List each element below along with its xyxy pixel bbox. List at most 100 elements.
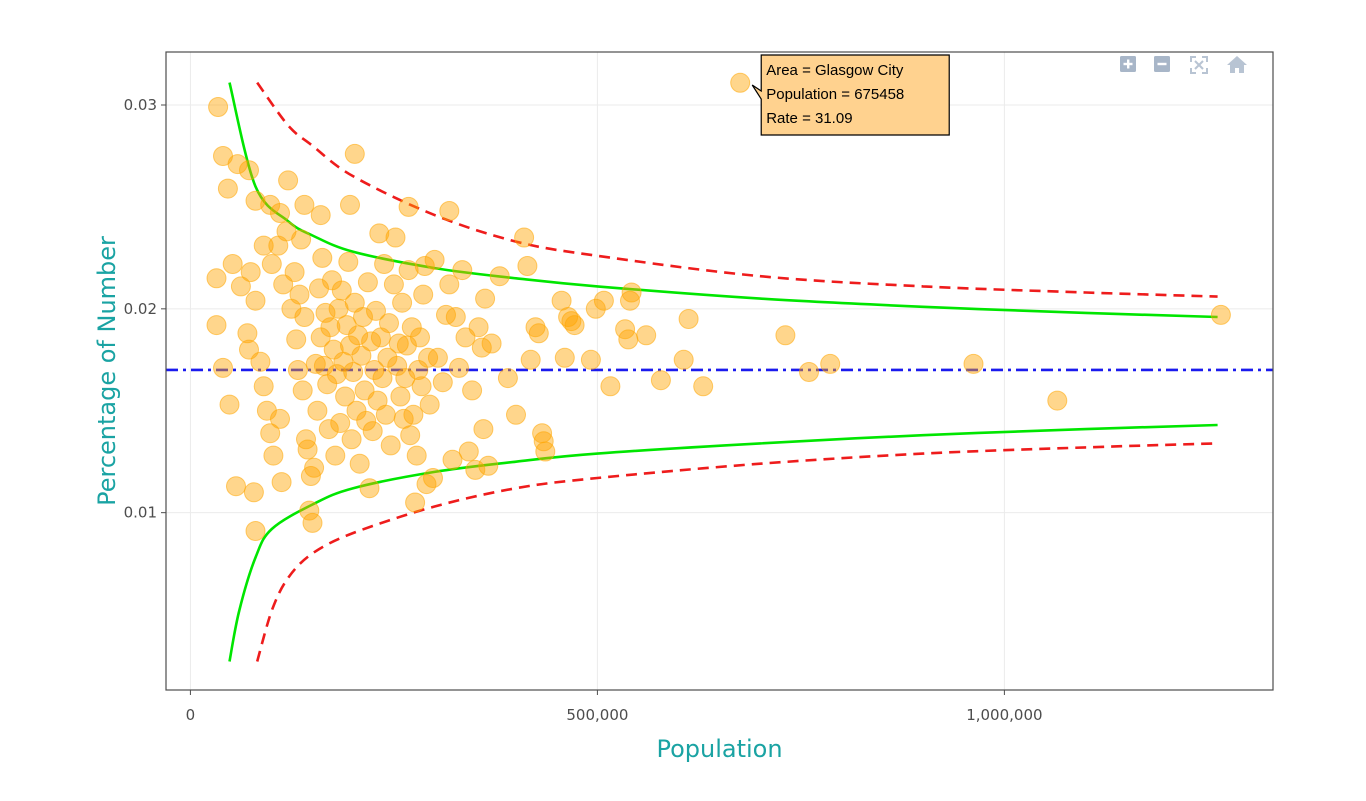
data-point-15[interactable] [310,205,331,226]
data-point-116[interactable] [408,360,429,380]
data-point-158[interactable] [561,311,582,332]
data-point-172[interactable] [693,376,714,397]
data-point-72[interactable] [335,386,356,407]
data-point-150[interactable] [525,317,546,338]
data-point-111[interactable] [400,425,421,446]
data-point-176[interactable] [963,353,984,374]
data-point-7[interactable] [206,268,227,289]
data-point-160[interactable] [580,349,601,370]
data-point-53[interactable] [304,457,325,478]
data-point-31[interactable] [260,423,281,444]
data-point-145[interactable] [497,368,518,389]
data-point-14[interactable] [294,194,315,215]
data-point-101[interactable] [383,274,404,295]
data-point-97[interactable] [375,404,396,425]
data-point-91[interactable] [366,300,386,321]
data-point-117[interactable] [410,327,430,348]
data-point-137[interactable] [465,459,486,480]
data-point-105[interactable] [390,386,411,407]
data-point-36[interactable] [261,254,282,274]
data-point-165[interactable] [618,329,639,350]
data-point-135[interactable] [458,441,479,462]
data-point-179[interactable] [730,72,751,93]
data-point-10[interactable] [240,262,261,283]
data-point-123[interactable] [419,394,440,415]
data-point-115[interactable] [406,445,427,466]
data-point-13[interactable] [270,203,290,223]
data-point-138[interactable] [468,317,489,338]
data-point-62[interactable] [318,419,339,440]
data-point-23[interactable] [243,482,264,503]
data-point-18[interactable] [439,201,460,221]
data-point-34[interactable] [271,472,292,493]
data-point-130[interactable] [442,449,463,470]
data-point-47[interactable] [294,307,315,327]
data-point-169[interactable] [650,370,671,391]
data-point-131[interactable] [445,307,466,327]
data-point-58[interactable] [312,247,333,268]
data-point-149[interactable] [520,349,541,370]
data-point-121[interactable] [416,474,437,495]
data-point-120[interactable] [414,256,435,276]
data-point-21[interactable] [219,394,240,415]
data-point-118[interactable] [411,376,432,397]
data-point-67[interactable] [326,364,347,385]
data-point-69[interactable] [330,413,351,433]
data-point-129[interactable] [439,274,460,295]
data-point-27[interactable] [245,290,266,311]
data-point-125[interactable] [424,249,445,270]
data-point-6[interactable] [344,143,365,164]
data-point-95[interactable] [372,368,393,389]
autoscale-button[interactable] [1188,54,1210,76]
data-point-103[interactable] [387,355,408,376]
data-point-159[interactable] [564,315,585,336]
data-point-87[interactable] [359,478,380,499]
data-point-99[interactable] [379,313,399,334]
data-point-80[interactable] [348,325,369,346]
data-point-43[interactable] [287,360,308,380]
data-point-45[interactable] [291,229,312,250]
data-point-32[interactable] [263,445,284,466]
data-point-44[interactable] [289,284,310,305]
data-point-167[interactable] [621,282,642,303]
data-point-128[interactable] [436,304,456,325]
data-point-104[interactable] [388,333,409,354]
data-point-144[interactable] [489,266,510,287]
data-point-178[interactable] [1210,304,1231,325]
data-point-110[interactable] [398,260,419,281]
data-point-35[interactable] [253,235,274,256]
data-point-100[interactable] [380,435,401,456]
data-point-73[interactable] [336,315,357,336]
data-point-126[interactable] [427,347,448,368]
data-point-139[interactable] [471,337,492,358]
data-point-170[interactable] [673,349,694,370]
data-point-173[interactable] [775,325,796,346]
data-point-29[interactable] [253,376,274,397]
data-point-24[interactable] [245,521,266,541]
data-point-124[interactable] [423,468,443,488]
data-point-49[interactable] [297,439,318,460]
data-point-163[interactable] [600,376,621,397]
data-point-66[interactable] [325,445,346,466]
data-point-41[interactable] [284,262,305,283]
data-point-20[interactable] [213,357,233,378]
data-point-148[interactable] [517,256,538,276]
data-point-8[interactable] [222,254,243,274]
data-point-76[interactable] [341,429,362,450]
data-point-113[interactable] [403,404,424,425]
data-point-108[interactable] [395,368,416,389]
data-point-28[interactable] [250,351,271,372]
data-point-157[interactable] [558,307,579,327]
data-point-75[interactable] [340,335,360,356]
data-point-161[interactable] [585,298,606,319]
data-point-55[interactable] [307,400,328,421]
data-point-109[interactable] [396,335,417,356]
data-point-9[interactable] [230,276,251,297]
data-point-151[interactable] [528,323,549,344]
data-point-132[interactable] [449,357,469,378]
data-point-56[interactable] [309,278,329,299]
data-point-0[interactable] [208,97,229,117]
data-point-156[interactable] [554,347,575,368]
data-point-143[interactable] [481,333,502,354]
data-point-175[interactable] [820,353,841,374]
